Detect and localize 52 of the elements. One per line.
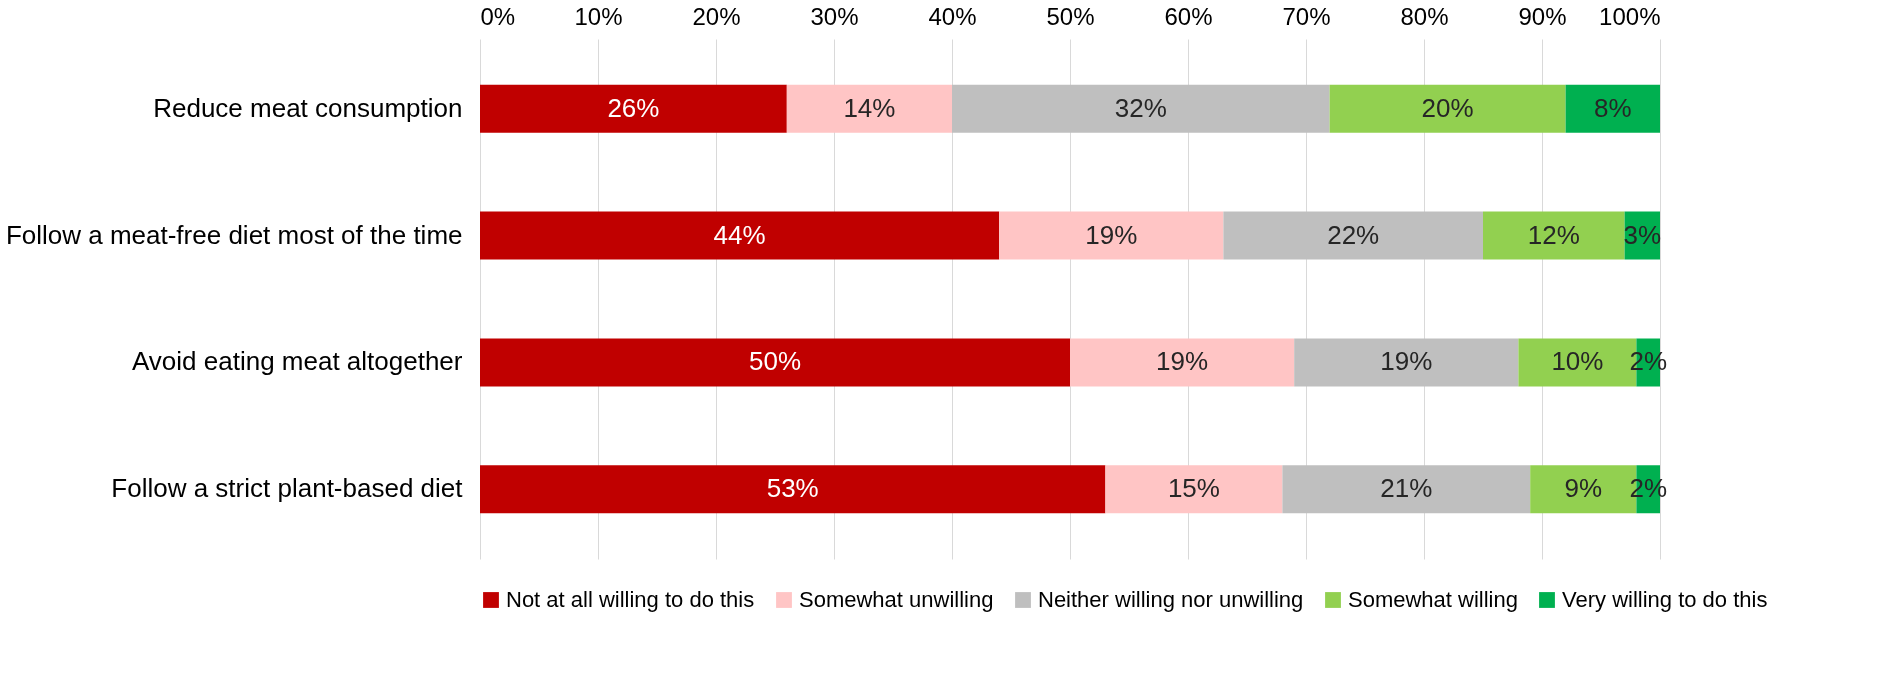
data-label: 32% [1114,92,1167,123]
data-label: 26% [607,92,660,123]
data-label: 12% [1527,219,1580,250]
data-label: 9% [1564,473,1603,504]
data-label: 44% [713,219,766,250]
legend-label: Somewhat unwilling [799,587,994,612]
x-tick-label: 60% [1164,2,1213,30]
x-tick-label: 50% [1046,2,1095,30]
x-tick-label: 100% [1599,2,1661,30]
legend-label: Very willing to do this [1562,587,1768,612]
bar [480,465,1106,514]
legend-label: Neither willing nor unwilling [1038,587,1304,612]
bar [1223,211,1483,260]
data-label: 14% [843,92,896,123]
bar [999,211,1224,260]
data-label: 21% [1380,473,1433,504]
legend-label: Not at all willing to do this [506,587,755,612]
bar [786,84,952,133]
data-label: 19% [1380,346,1433,377]
data-label: 50% [748,346,802,377]
bar [480,84,787,133]
y-tick-label: Reduce meat consumption [153,92,463,123]
bar [952,84,1330,133]
bar [1282,465,1531,514]
data-label: 10% [1551,346,1604,377]
x-tick-label: 30% [810,2,859,30]
bar [1483,211,1625,260]
bar [1329,84,1566,133]
x-tick-label: 80% [1400,2,1449,30]
data-label: 53% [766,473,819,504]
bar [1565,84,1660,133]
x-tick-label: 40% [928,2,977,30]
legend-label: Somewhat willing [1348,587,1518,612]
x-tick-label: 90% [1518,2,1567,30]
bar [480,211,1000,260]
y-tick-label: Avoid eating meat altogether [131,346,463,377]
bar [1105,465,1283,514]
data-label: 20% [1421,92,1474,123]
data-label: 19% [1156,346,1209,377]
bar [1070,338,1295,387]
data-label: 19% [1085,219,1138,250]
data-label: 22% [1327,219,1380,250]
data-label: 15% [1167,473,1220,504]
bar [480,338,1070,387]
y-tick-label: Follow a strict plant-based diet [111,473,464,504]
bar [1294,338,1519,387]
data-label: 8% [1594,92,1632,123]
x-tick-label: 0% [480,2,516,30]
x-tick-label: 10% [574,2,623,30]
x-tick-label: 70% [1282,2,1331,30]
y-tick-label: Follow a meat-free diet most of the time [5,219,463,250]
x-tick-label: 20% [692,2,741,30]
